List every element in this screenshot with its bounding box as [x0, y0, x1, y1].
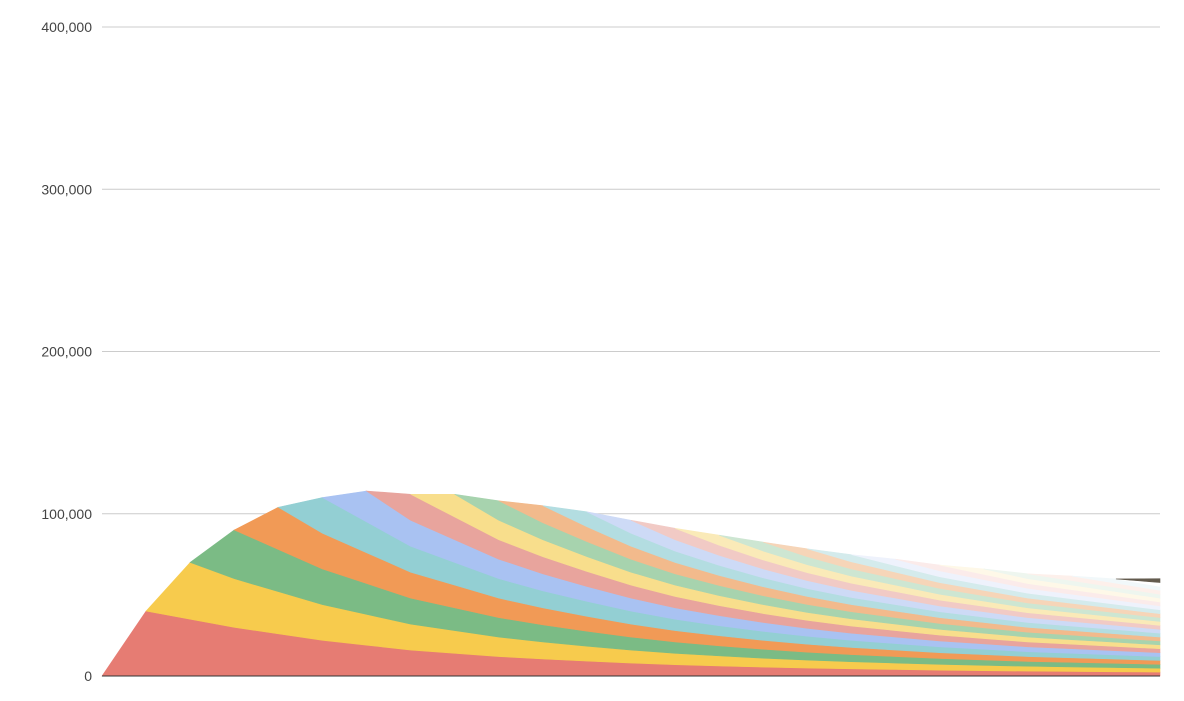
- y-tick-label: 100,000: [41, 506, 92, 522]
- y-tick-label: 0: [84, 668, 92, 684]
- y-tick-label: 300,000: [41, 181, 92, 197]
- series-areas: [101, 490, 1161, 677]
- gridlines: [102, 26, 1160, 515]
- series-area-23: [1071, 575, 1161, 591]
- y-tick-labels: 0 100,000 200,000 300,000 400,000: [41, 19, 92, 684]
- series-area-25: [1115, 578, 1161, 583]
- y-tick-label: 200,000: [41, 344, 92, 360]
- y-tick-label: 400,000: [41, 19, 92, 35]
